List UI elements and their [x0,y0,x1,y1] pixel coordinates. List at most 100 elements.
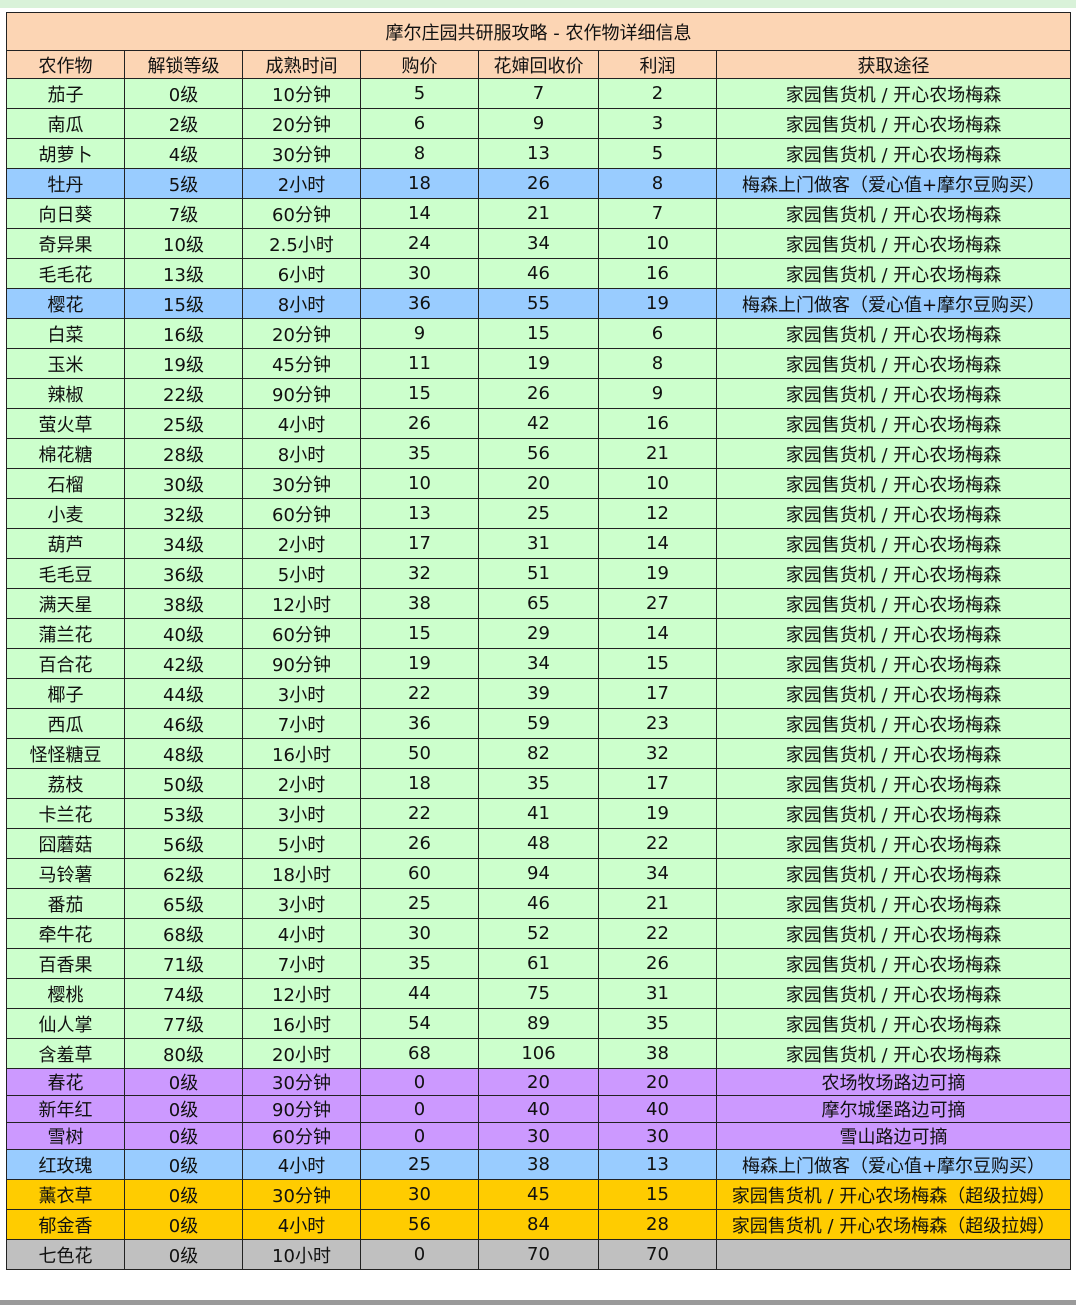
cell-unlock-level: 80级 [124,1038,243,1069]
cell-unlock-level: 25级 [124,408,243,439]
cell-buy-price: 8 [360,138,479,169]
table-row: 白菜 16级 20分钟 9 15 6 家园售货机 / 开心农场梅森 [6,318,1072,349]
cell-profit: 7 [598,198,717,229]
cell-profit: 34 [598,858,717,889]
cell-source: 雪山路边可摘 [715,1122,1072,1150]
table-row: 牵牛花 68级 4小时 30 52 22 家园售货机 / 开心农场梅森 [6,918,1072,949]
cell-profit: 38 [598,1038,717,1069]
cell-unlock-level: 28级 [124,438,243,469]
cell-mature-time: 7小时 [242,708,361,739]
table-row: 薰衣草 0级 30分钟 30 45 15 家园售货机 / 开心农场梅森（超级拉姆） [6,1179,1072,1210]
cell-source: 家园售货机 / 开心农场梅森 [715,918,1072,949]
table-row: 石榴 30级 30分钟 10 20 10 家园售货机 / 开心农场梅森 [6,468,1072,499]
cell-source: 梅森上门做客（爱心值+摩尔豆购买） [715,1149,1072,1180]
cell-unlock-level: 19级 [124,348,243,379]
cell-mature-time: 8小时 [242,288,361,319]
cell-sell-price: 9 [478,108,599,139]
cell-profit: 12 [598,498,717,529]
cell-mature-time: 5小时 [242,558,361,589]
cell-profit: 21 [598,438,717,469]
cell-sell-price: 38 [478,1149,599,1180]
cell-buy-price: 15 [360,378,479,409]
cell-unlock-level: 68级 [124,918,243,949]
cell-mature-time: 30分钟 [242,1068,361,1096]
cell-mature-time: 2小时 [242,768,361,799]
cell-sell-price: 59 [478,708,599,739]
cell-sell-price: 31 [478,528,599,559]
cell-buy-price: 36 [360,708,479,739]
cell-unlock-level: 44级 [124,678,243,709]
cell-mature-time: 4小时 [242,408,361,439]
cell-source: 家园售货机 / 开心农场梅森 [715,588,1072,619]
cell-crop: 毛毛豆 [6,558,125,589]
cell-sell-price: 82 [478,738,599,769]
table-row: 西瓜 46级 7小时 36 59 23 家园售货机 / 开心农场梅森 [6,708,1072,739]
cell-unlock-level: 34级 [124,528,243,559]
cell-sell-price: 20 [478,1068,599,1096]
cell-unlock-level: 30级 [124,468,243,499]
cell-unlock-level: 42级 [124,648,243,679]
cell-source: 家园售货机 / 开心农场梅森 [715,708,1072,739]
cell-unlock-level: 0级 [124,1209,243,1240]
cell-sell-price: 94 [478,858,599,889]
cell-buy-price: 60 [360,858,479,889]
cell-sell-price: 51 [478,558,599,589]
cell-source: 家园售货机 / 开心农场梅森 [715,348,1072,379]
cell-profit: 15 [598,1179,717,1210]
cell-unlock-level: 62级 [124,858,243,889]
cell-source: 家园售货机 / 开心农场梅森 [715,198,1072,229]
table-row: 新年红 0级 90分钟 0 40 40 摩尔城堡路边可摘 [6,1095,1072,1123]
cell-sell-price: 26 [478,378,599,409]
cell-crop: 仙人掌 [6,1008,125,1039]
cell-source: 家园售货机 / 开心农场梅森 [715,978,1072,1009]
table-row: 百香果 71级 7小时 35 61 26 家园售货机 / 开心农场梅森 [6,948,1072,979]
cell-buy-price: 18 [360,168,479,199]
cell-profit: 8 [598,168,717,199]
header-sell-price: 花婶回收价 [478,50,599,79]
cell-mature-time: 3小时 [242,678,361,709]
cell-mature-time: 16小时 [242,738,361,769]
cell-crop: 牡丹 [6,168,125,199]
cell-source: 家园售货机 / 开心农场梅森 [715,108,1072,139]
cell-unlock-level: 38级 [124,588,243,619]
header-mature-time: 成熟时间 [242,50,361,79]
cell-crop: 辣椒 [6,378,125,409]
cell-crop: 荔枝 [6,768,125,799]
title-row: 摩尔庄园共研服攻略 - 农作物详细信息 [5,12,1072,51]
cell-source: 家园售货机 / 开心农场梅森 [715,438,1072,469]
cell-crop: 奇异果 [6,228,125,259]
cell-crop: 向日葵 [6,198,125,229]
cell-buy-price: 9 [360,318,479,349]
cell-buy-price: 5 [360,78,479,109]
cell-crop: 葫芦 [6,528,125,559]
cell-buy-price: 14 [360,198,479,229]
cell-source: 家园售货机 / 开心农场梅森（超级拉姆） [715,1179,1072,1210]
cell-buy-price: 10 [360,468,479,499]
cell-mature-time: 4小时 [242,1149,361,1180]
cell-sell-price: 26 [478,168,599,199]
cell-crop: 茄子 [6,78,125,109]
cell-mature-time: 60分钟 [242,198,361,229]
cell-sell-price: 15 [478,318,599,349]
cell-source: 家园售货机 / 开心农场梅森 [715,678,1072,709]
table-row: 怪怪糖豆 48级 16小时 50 82 32 家园售货机 / 开心农场梅森 [6,738,1072,769]
cell-profit: 32 [598,738,717,769]
cell-crop: 薰衣草 [6,1179,125,1210]
cell-buy-price: 19 [360,648,479,679]
cell-sell-price: 65 [478,588,599,619]
cell-crop: 玉米 [6,348,125,379]
sheet: 摩尔庄园共研服攻略 - 农作物详细信息 农作物 解锁等级 成熟时间 购价 花婶回… [0,8,1076,1300]
cell-profit: 70 [598,1239,717,1270]
cell-unlock-level: 36级 [124,558,243,589]
cell-sell-price: 89 [478,1008,599,1039]
cell-buy-price: 30 [360,258,479,289]
cell-profit: 17 [598,678,717,709]
cell-sell-price: 7 [478,78,599,109]
table-row: 满天星 38级 12小时 38 65 27 家园售货机 / 开心农场梅森 [6,588,1072,619]
cell-crop: 棉花糖 [6,438,125,469]
table-row: 椰子 44级 3小时 22 39 17 家园售货机 / 开心农场梅森 [6,678,1072,709]
cell-unlock-level: 74级 [124,978,243,1009]
cell-buy-price: 22 [360,678,479,709]
cell-mature-time: 6小时 [242,258,361,289]
cell-crop: 胡萝卜 [6,138,125,169]
